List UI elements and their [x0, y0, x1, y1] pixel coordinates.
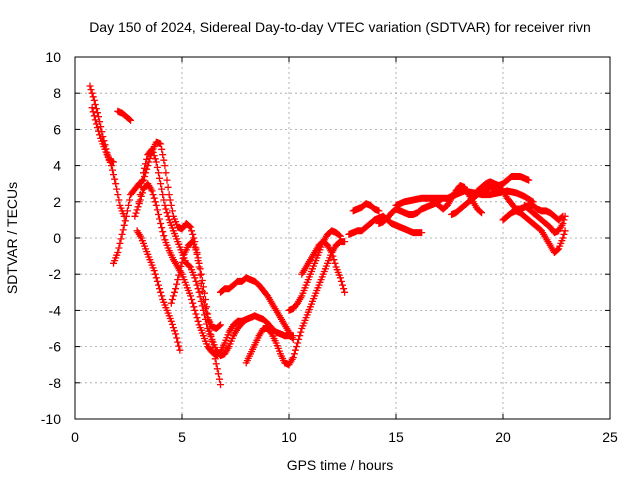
data-series-arc-20 — [499, 207, 569, 256]
x-axis-label: GPS time / hours — [287, 457, 394, 473]
data-series-arc-13 — [349, 200, 383, 215]
y-axis-label: SDTVAR / TECUs — [4, 182, 20, 294]
data-series-arc-19 — [473, 173, 533, 195]
data-series-arc-12 — [298, 238, 349, 296]
axis-ticks: 0 5 10 15 20 25 -10 -8 -6 -4 -2 0 2 4 6 8 10 — [41, 49, 618, 445]
y-tick-label: -8 — [49, 375, 62, 391]
y-tick-label: -2 — [49, 266, 62, 282]
x-tick-label: 5 — [178, 429, 186, 445]
grid-lines — [75, 57, 610, 419]
y-tick-label: 8 — [53, 85, 61, 101]
chart-title: Day 150 of 2024, Sidereal Day-to-day VTE… — [89, 19, 591, 35]
data-series-arc-7 — [133, 227, 184, 354]
x-tick-label: 20 — [495, 429, 511, 445]
data-series-arc-8 — [167, 238, 224, 389]
data-series-arc-2 — [88, 104, 117, 166]
y-tick-label: 6 — [53, 121, 61, 137]
x-tick-label: 10 — [281, 429, 297, 445]
y-tick-label: 10 — [45, 49, 61, 65]
data-series-arc-3 — [114, 107, 135, 124]
data-marks — [86, 82, 569, 389]
y-tick-label: -6 — [49, 339, 62, 355]
data-series-arc-21 — [520, 201, 569, 237]
data-series-arc-6 — [131, 180, 250, 360]
y-tick-label: 0 — [53, 230, 61, 246]
x-tick-label: 25 — [602, 429, 618, 445]
data-series-arc-10 — [242, 238, 349, 369]
data-series-arc-9 — [217, 274, 297, 343]
y-tick-label: -4 — [49, 302, 62, 318]
x-tick-label: 0 — [71, 429, 79, 445]
y-tick-label: 4 — [53, 158, 61, 174]
data-series-arc-1 — [86, 82, 128, 220]
y-tick-label: -10 — [41, 411, 61, 427]
data-series-arc-15 — [375, 198, 443, 227]
y-tick-label: 2 — [53, 194, 61, 210]
data-series-arc-14 — [345, 212, 426, 238]
x-tick-label: 15 — [388, 429, 404, 445]
